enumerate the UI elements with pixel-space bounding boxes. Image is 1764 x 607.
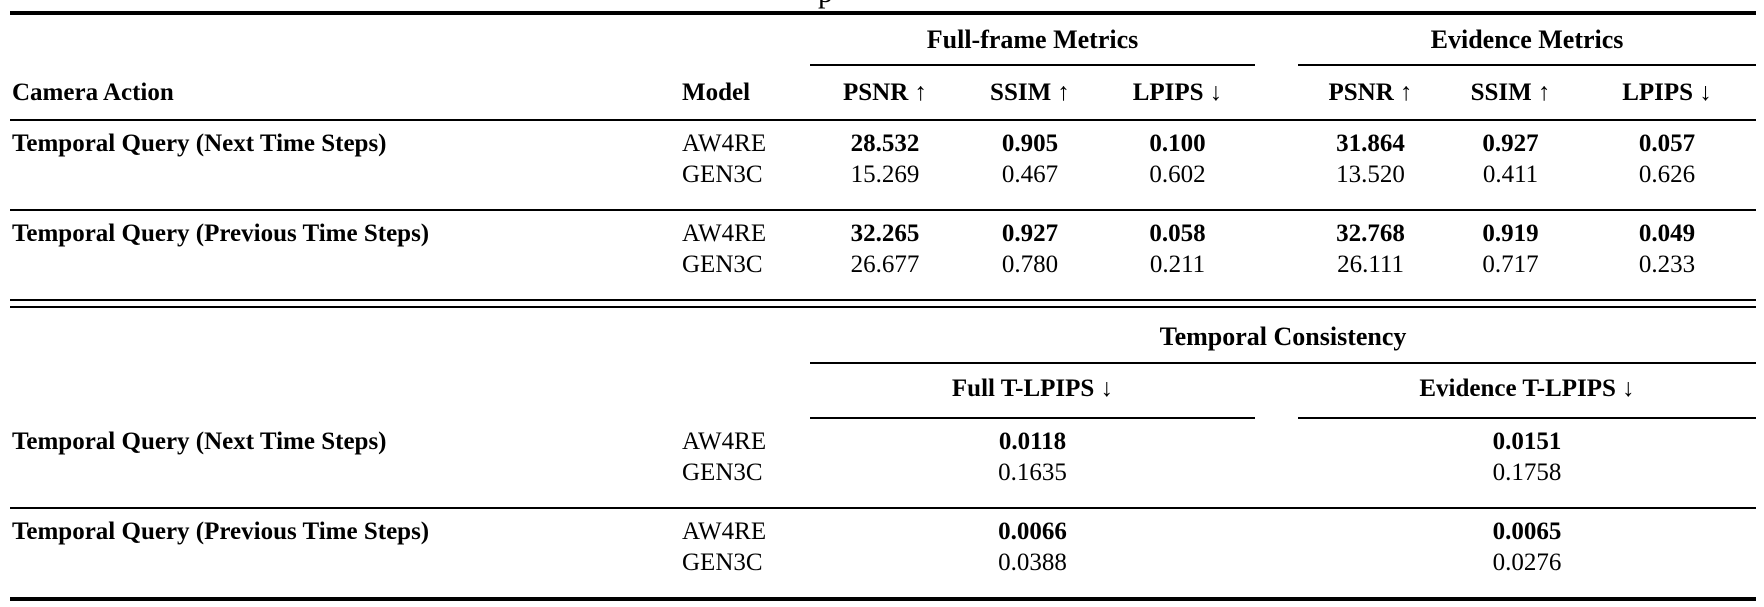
metric-value: 26.677	[850, 251, 920, 278]
table-row-previous-gen3c: GEN3C 26.677 0.780 0.211 26.111 0.717 0.…	[10, 249, 1756, 299]
table-row-next-gen3c: GEN3C 15.269 0.467 0.602 13.520 0.411 0.…	[10, 159, 1757, 211]
column-header-psnr-evidence: PSNR ↑	[1298, 65, 1444, 121]
gap-cell	[1255, 547, 1298, 601]
table-row-next-gen3c: GEN3C 0.1635 0.1758	[10, 457, 1757, 509]
spacer-cell	[10, 308, 810, 363]
column-header-lpips-full: LPIPS ↓	[1100, 65, 1256, 121]
column-header-lpips-evidence: LPIPS ↓	[1578, 65, 1757, 121]
metric-value: 0.0065	[1492, 518, 1562, 545]
table-row-next-aw4re: Temporal Query (Next Time Steps) AW4RE 0…	[10, 418, 1756, 457]
spacer-cell	[10, 363, 682, 418]
table-row-next-aw4re: Temporal Query (Next Time Steps) AW4RE 2…	[10, 120, 1756, 159]
column-header-row: Camera Action Model PSNR ↑ SSIM ↑ LPIPS …	[10, 65, 1757, 121]
metric-value: 0.211	[1149, 251, 1206, 278]
metric-value: 0.919	[1482, 220, 1539, 247]
metric-value: 26.111	[1337, 251, 1404, 278]
spacer-cell	[10, 13, 810, 65]
gap-cell	[1255, 418, 1298, 457]
gap-cell	[1255, 13, 1298, 65]
metric-value: 0.602	[1100, 159, 1256, 211]
metric-value: 13.520	[1298, 159, 1444, 211]
model-name: GEN3C	[682, 159, 810, 211]
model-name: AW4RE	[682, 518, 767, 545]
column-header-full-tlpips: Full T-LPIPS ↓	[810, 363, 1255, 419]
metric-value: 0.467	[960, 159, 1100, 211]
table-row-previous-aw4re: Temporal Query (Previous Time Steps) AW4…	[10, 210, 1756, 249]
metric-value: 0.717	[1482, 251, 1539, 278]
row-label-camera-action	[10, 159, 682, 211]
metric-value: 0.626	[1578, 159, 1757, 211]
gap-cell	[1255, 159, 1299, 211]
metric-value: 0.100	[1149, 130, 1206, 157]
metric-value: 0.058	[1149, 220, 1206, 247]
table-separator-double-rule	[10, 299, 1756, 308]
group-header-row: Full-frame Metrics Evidence Metrics	[10, 13, 1757, 66]
metric-value: 15.269	[810, 159, 960, 211]
group-header-full-frame: Full-frame Metrics	[810, 13, 1256, 66]
metric-value: 28.532	[850, 130, 920, 157]
row-label-camera-action: Temporal Query (Next Time Steps)	[12, 130, 387, 157]
row-label-camera-action: Temporal Query (Next Time Steps)	[12, 428, 387, 455]
model-name: AW4RE	[682, 428, 767, 455]
row-label-camera-action	[10, 547, 682, 601]
spacer-cell	[682, 363, 810, 418]
metric-value: 0.0066	[998, 518, 1067, 545]
gap-cell	[1255, 210, 1298, 249]
tables-wrap: Full-frame Metrics Evidence Metrics Came…	[10, 11, 1757, 601]
table-row-previous-aw4re: Temporal Query (Previous Time Steps) AW4…	[10, 508, 1756, 547]
column-header-camera-action: Camera Action	[10, 65, 682, 121]
column-header-ssim-full: SSIM ↑	[960, 65, 1100, 121]
row-label-camera-action	[10, 457, 682, 509]
gap-cell	[1255, 65, 1299, 121]
metric-value: 0.1635	[810, 457, 1255, 509]
gap-cell	[1255, 249, 1298, 299]
metric-value: 0.0118	[998, 428, 1067, 455]
column-header-model: Model	[682, 65, 810, 121]
row-label-camera-action: Temporal Query (Previous Time Steps)	[12, 518, 430, 545]
metric-value: 0.411	[1443, 159, 1579, 211]
group-header-evidence: Evidence Metrics	[1298, 13, 1757, 66]
gap-cell	[1255, 120, 1298, 159]
gap-cell	[1255, 508, 1298, 547]
model-name: GEN3C	[682, 547, 810, 601]
row-label-camera-action: Temporal Query (Previous Time Steps)	[12, 220, 430, 247]
gap-cell	[1255, 363, 1298, 418]
metric-value: 0.233	[1638, 251, 1696, 278]
table-row-previous-gen3c: GEN3C 0.0388 0.0276	[10, 547, 1757, 601]
results-table-temporal-consistency: Temporal Consistency Full T-LPIPS ↓ Evid…	[10, 308, 1757, 601]
metric-value: 32.768	[1336, 220, 1405, 247]
column-header-evidence-tlpips: Evidence T-LPIPS ↓	[1298, 363, 1757, 419]
row-label-camera-action	[10, 249, 682, 299]
metric-value: 0.049	[1638, 220, 1696, 247]
column-header-psnr-full: PSNR ↑	[810, 65, 960, 121]
gap-cell	[1255, 457, 1298, 509]
caption-fragment: p	[818, 0, 844, 9]
metric-value: 0.927	[1001, 220, 1059, 247]
metric-value: 0.0276	[1298, 547, 1757, 601]
model-name: GEN3C	[682, 457, 810, 509]
model-name: AW4RE	[682, 220, 767, 247]
model-name: GEN3C	[682, 251, 763, 278]
model-name: AW4RE	[682, 130, 767, 157]
metric-value: 0.780	[1001, 251, 1059, 278]
metric-value: 32.265	[850, 220, 920, 247]
caption-fragment-glyph: p	[818, 0, 833, 9]
group-header-row: Temporal Consistency	[10, 308, 1757, 364]
metric-value: 0.927	[1482, 130, 1539, 157]
metric-value: 0.0388	[810, 547, 1255, 601]
column-header-row: Full T-LPIPS ↓ Evidence T-LPIPS ↓	[10, 363, 1757, 419]
metric-value: 31.864	[1336, 130, 1405, 157]
metric-value: 0.905	[1001, 130, 1059, 157]
metric-value: 0.1758	[1298, 457, 1757, 509]
column-header-ssim-evidence: SSIM ↑	[1443, 65, 1579, 121]
group-header-temporal-consistency: Temporal Consistency	[810, 308, 1757, 364]
metric-value: 0.057	[1638, 130, 1696, 157]
results-table-metrics: Full-frame Metrics Evidence Metrics Came…	[10, 11, 1757, 299]
metric-value: 0.0151	[1492, 428, 1562, 455]
